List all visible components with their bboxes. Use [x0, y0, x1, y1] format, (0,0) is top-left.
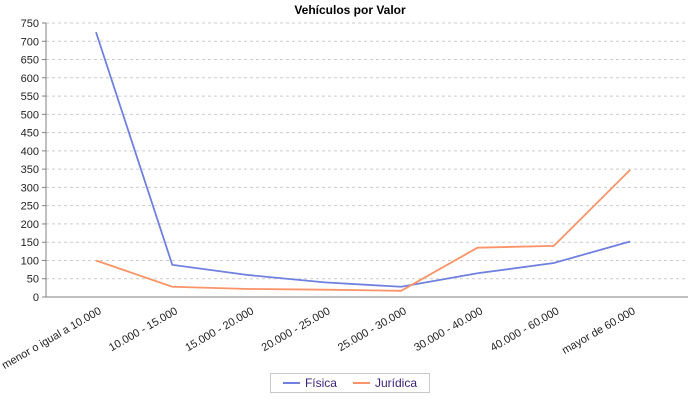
- y-tick-label: 200: [21, 219, 39, 231]
- y-tick-label: 500: [21, 109, 39, 121]
- series-line-fisica: [95, 31, 631, 288]
- x-category-label: 20.000 - 25.000: [260, 305, 333, 354]
- legend-item: Física: [282, 376, 337, 390]
- y-tick-label: 600: [21, 73, 39, 85]
- y-tick-label: 150: [21, 237, 39, 249]
- legend-item-label: Jurídica: [374, 376, 418, 390]
- y-tick-label: 400: [21, 146, 39, 158]
- y-tick-label: 550: [21, 91, 39, 103]
- y-tick-label: 100: [21, 255, 39, 267]
- y-tick-label: 450: [21, 128, 39, 140]
- y-tick-label: 300: [21, 182, 39, 194]
- x-category-label: 30.000 - 40.000: [412, 305, 485, 354]
- y-tick-label: 50: [27, 274, 39, 286]
- x-category-label: 15.000 - 20.000: [183, 305, 256, 354]
- chart-title: Vehículos por Valor: [294, 3, 406, 17]
- legend-item-label: Física: [304, 376, 337, 390]
- y-tick-label: 650: [21, 55, 39, 67]
- x-category-label: 25.000 - 30.000: [336, 305, 409, 354]
- y-tick-label: 250: [21, 201, 39, 213]
- legend-line-swatch: [352, 382, 370, 384]
- y-tick-label: 350: [21, 164, 39, 176]
- y-tick-label: 0: [33, 292, 39, 304]
- y-tick-label: 700: [21, 36, 39, 48]
- legend-line-swatch: [282, 382, 300, 384]
- x-category-label: 40.000 - 60.000: [489, 305, 562, 354]
- series-line-juridica: [95, 169, 631, 292]
- x-category-label: mayor de 60.000: [560, 305, 638, 357]
- legend: Física Jurídica: [269, 373, 431, 393]
- y-tick-label: 750: [21, 18, 39, 30]
- x-category-label: menor o igual a 10.000: [0, 305, 103, 372]
- x-category-label: 10.000 - 15.000: [107, 305, 180, 354]
- legend-item: Jurídica: [352, 376, 418, 390]
